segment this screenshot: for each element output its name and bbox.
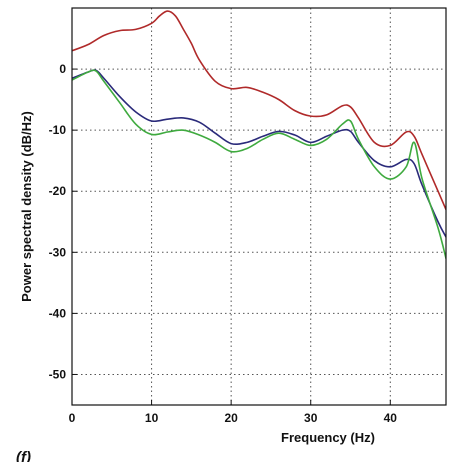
y-tick-label: -50 — [49, 367, 67, 381]
y-tick-label: -40 — [49, 306, 67, 320]
plot-frame — [71, 7, 447, 406]
ticks-layer: 0 10 20 30 40 0 -10 -20 -30 -40 -50 — [49, 62, 398, 425]
series-line-3 — [72, 69, 446, 260]
series-line-1 — [72, 10, 446, 211]
grid-layer — [71, 8, 446, 405]
series-line-2 — [72, 69, 446, 238]
x-axis-label: Frequency (Hz) — [281, 430, 375, 445]
x-tick-label: 0 — [69, 411, 76, 425]
series-layer — [72, 10, 446, 260]
y-tick-label: 0 — [59, 62, 66, 76]
panel-label: (f) — [16, 449, 31, 462]
y-tick-label: -20 — [49, 184, 67, 198]
x-tick-label: 20 — [224, 411, 238, 425]
y-axis-label: Power spectral density (dB/Hz) — [19, 111, 34, 302]
y-tick-label: -30 — [49, 245, 67, 259]
x-tick-label: 30 — [304, 411, 318, 425]
y-tick-label: -10 — [49, 123, 67, 137]
x-tick-label: 40 — [384, 411, 398, 425]
x-tick-label: 10 — [145, 411, 159, 425]
